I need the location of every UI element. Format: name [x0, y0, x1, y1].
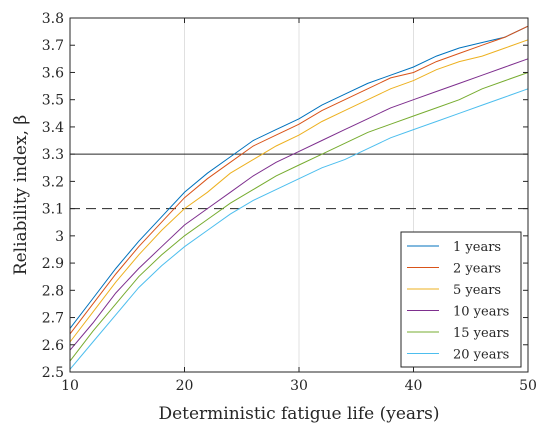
x-tick-label: 20	[176, 378, 194, 394]
series-line	[69, 72, 529, 362]
reference-lines	[70, 153, 528, 210]
series-line	[69, 25, 529, 329]
series-lines	[69, 25, 529, 370]
y-tick-label: 3.6	[42, 65, 64, 81]
y-tick-label: 3.2	[42, 174, 64, 190]
y-tick-label: 3.7	[42, 38, 64, 54]
series-line	[69, 58, 529, 351]
axis-ticks: 10 20 30 40 50 2.5 2.6 2.7 2.8 2.9 3 3.1 3.2 3.3 3.4 3.…	[42, 11, 537, 394]
x-tick-label: 50	[519, 378, 537, 394]
x-tick-label: 40	[405, 378, 423, 394]
y-axis-label: Reliability index, β	[11, 115, 31, 275]
y-tick-label: 3.4	[42, 120, 64, 136]
y-tick-label: 2.5	[42, 365, 64, 381]
y-tick-label: 3	[55, 229, 64, 245]
legend: 1 years 2 years 5 years 10 years 15 years 20 …	[400, 231, 522, 368]
x-tick-label: 10	[61, 378, 79, 394]
legend-entry: 15 years	[453, 326, 509, 341]
y-tick-label: 3.5	[42, 93, 64, 109]
y-tick-label: 3.8	[42, 11, 64, 27]
y-tick-label: 2.7	[42, 311, 64, 327]
series-line	[69, 39, 529, 343]
y-tick-label: 2.9	[42, 256, 64, 272]
y-tick-label: 2.6	[42, 338, 64, 354]
legend-entry: 2 years	[453, 262, 501, 277]
legend-entry: 1 years	[453, 240, 501, 255]
y-tick-label: 2.8	[42, 283, 64, 299]
series-line	[69, 88, 529, 370]
legend-box	[400, 231, 522, 368]
series-line	[69, 25, 529, 335]
legend-entry: 20 years	[453, 348, 509, 363]
y-tick-label: 3.1	[42, 202, 64, 218]
x-tick-label: 30	[290, 378, 308, 394]
legend-entry: 5 years	[453, 283, 501, 298]
x-axis-label: Deterministic fatigue life (years)	[158, 404, 439, 424]
legend-entry: 10 years	[453, 305, 509, 320]
y-tick-label: 3.3	[42, 147, 64, 163]
